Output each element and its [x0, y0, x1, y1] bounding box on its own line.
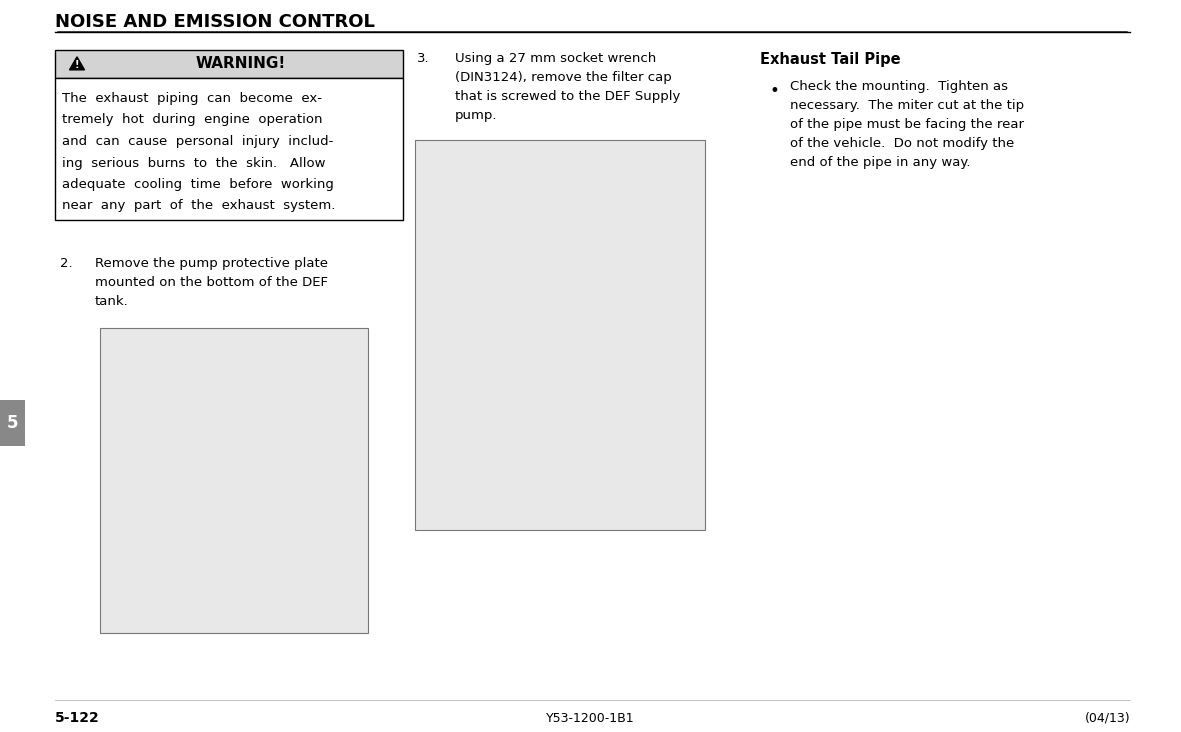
Text: •: • — [769, 82, 779, 100]
Text: pump.: pump. — [455, 109, 497, 122]
Text: that is screwed to the DEF Supply: that is screwed to the DEF Supply — [455, 90, 680, 103]
Text: WARNING!: WARNING! — [196, 56, 286, 72]
Text: adequate  cooling  time  before  working: adequate cooling time before working — [61, 178, 334, 191]
Text: NOISE AND EMISSION CONTROL: NOISE AND EMISSION CONTROL — [56, 13, 374, 31]
Text: 3.: 3. — [417, 52, 430, 65]
Bar — [56, 78, 403, 220]
Text: The  exhaust  piping  can  become  ex-: The exhaust piping can become ex- — [61, 92, 322, 105]
Text: and  can  cause  personal  injury  includ-: and can cause personal injury includ- — [61, 135, 333, 148]
Text: 5-122: 5-122 — [56, 711, 99, 725]
Text: end of the pipe in any way.: end of the pipe in any way. — [790, 156, 971, 169]
Text: (DIN3124), remove the filter cap: (DIN3124), remove the filter cap — [455, 71, 672, 84]
Text: mounted on the bottom of the DEF: mounted on the bottom of the DEF — [94, 276, 328, 289]
Text: Y53-1200-1B1: Y53-1200-1B1 — [546, 712, 634, 725]
Text: Using a 27 mm socket wrench: Using a 27 mm socket wrench — [455, 52, 657, 65]
Text: necessary.  The miter cut at the tip: necessary. The miter cut at the tip — [790, 99, 1024, 112]
Text: of the vehicle.  Do not modify the: of the vehicle. Do not modify the — [790, 137, 1014, 150]
Bar — [415, 140, 705, 530]
Bar — [100, 328, 368, 633]
Text: ing  serious  burns  to  the  skin.   Allow: ing serious burns to the skin. Allow — [61, 157, 326, 170]
Text: Remove the pump protective plate: Remove the pump protective plate — [94, 257, 328, 270]
Polygon shape — [70, 57, 85, 70]
Bar — [56, 50, 403, 78]
Text: !: ! — [74, 60, 79, 70]
Text: Exhaust Tail Pipe: Exhaust Tail Pipe — [761, 52, 901, 67]
Text: 5: 5 — [7, 414, 18, 432]
Text: near  any  part  of  the  exhaust  system.: near any part of the exhaust system. — [61, 200, 335, 212]
Text: tank.: tank. — [94, 295, 129, 308]
Text: Check the mounting.  Tighten as: Check the mounting. Tighten as — [790, 80, 1009, 93]
Text: of the pipe must be facing the rear: of the pipe must be facing the rear — [790, 118, 1024, 131]
Text: (04/13): (04/13) — [1084, 712, 1130, 725]
Text: 2.: 2. — [60, 257, 72, 270]
Bar — [0, 400, 25, 446]
Text: tremely  hot  during  engine  operation: tremely hot during engine operation — [61, 113, 322, 127]
